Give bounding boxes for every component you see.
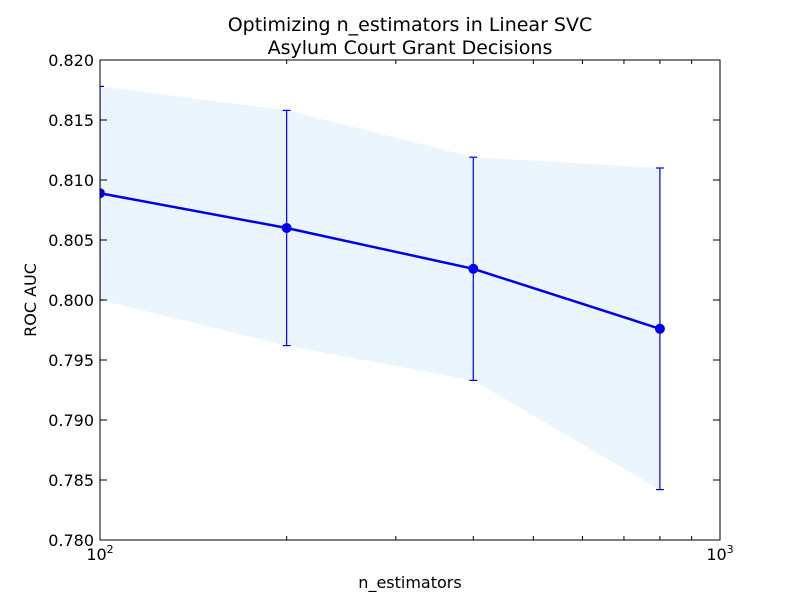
y-tick-label: 0.805 (48, 231, 94, 250)
series-line (100, 191, 661, 330)
chart-title-line-1: Optimizing n_estimators in Linear SVC (228, 14, 593, 36)
data-point (100, 188, 105, 199)
y-tick-label: 0.780 (48, 531, 94, 550)
y-tick-label: 0.795 (48, 351, 94, 370)
x-tick-label: 102 (86, 543, 113, 564)
y-tick-label: 0.790 (48, 411, 94, 430)
y-axis-label: ROC AUC (21, 263, 40, 337)
x-axis-label: n_estimators (358, 573, 461, 593)
y-tick-label: 0.810 (48, 171, 94, 190)
series-layer (100, 85, 665, 491)
y-tick-label: 0.815 (48, 111, 94, 130)
x-tick-label: 103 (706, 543, 733, 564)
data-point (468, 263, 479, 274)
plot-area: 0.780 0.785 0.790 0.795 0.800 0.805 0.810 0.815… (48, 51, 733, 564)
y-tick-label: 0.785 (48, 471, 94, 490)
confidence-band (100, 86, 660, 490)
data-point (654, 323, 665, 334)
y-tick-label: 0.800 (48, 291, 94, 310)
y-tick-label: 0.820 (48, 51, 94, 70)
chart-title-line-2: Asylum Court Grant Decisions (268, 37, 553, 59)
data-point (281, 223, 292, 233)
